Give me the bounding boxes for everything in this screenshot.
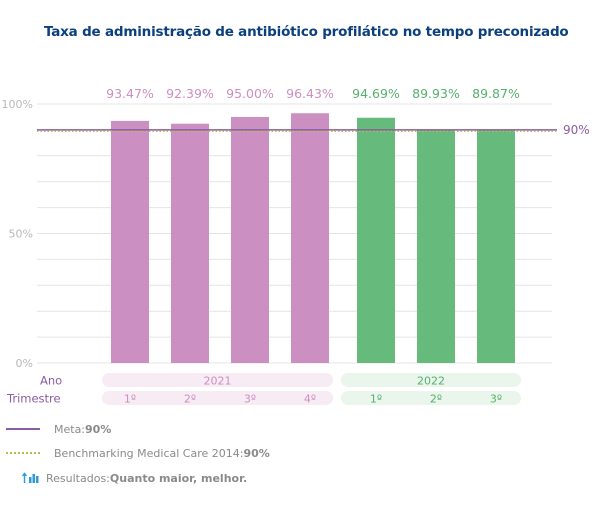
quarter-label: 3º [490,393,502,406]
quarter-band [341,391,521,405]
legend-benchmark: Benchmarking Medical Care 2014: 90% [6,445,270,461]
legend-meta: Meta: 90% [6,421,111,437]
data-label: 95.00% [226,86,274,101]
legend-results-value: Quanto maior, melhor. [109,471,248,485]
quarter-band [102,391,333,405]
legend-benchmark-swatch [6,452,40,454]
year-band [102,373,333,387]
row-label-quarter: Trimestre [6,392,61,406]
quarter-label: 4º [304,393,316,406]
data-label: 96.43% [286,86,334,101]
legend-benchmark-value: 90% [243,446,270,460]
bar-2021-q1 [111,120,149,364]
year-band [341,373,521,387]
legend-meta-value: 90% [85,422,112,436]
data-label: 89.93% [412,86,460,101]
data-label: 89.87% [472,86,520,101]
year-label: 2021 [204,375,232,388]
bar-2022-q2 [417,130,455,363]
bar-2021-q4 [291,113,329,363]
data-label: 94.69% [352,86,400,101]
data-label: 93.47% [106,86,154,101]
legend-results: Resultados: Quanto maior, melhor. [6,470,247,486]
quarter-label: 3º [244,393,256,406]
bar-2022-q3 [477,130,515,363]
bar-chart-up-icon [21,471,40,486]
data-label: 92.39% [166,86,214,101]
legend-results-text: Resultados: [46,471,110,485]
quarter-label: 2º [184,393,196,406]
row-label-year: Ano [40,374,62,388]
legend-meta-text: Meta: [54,422,86,436]
quarter-label: 1º [124,393,136,406]
legend-benchmark-text: Benchmarking Medical Care 2014: [54,446,244,460]
chart-title: Taxa de administração de antibiótico pro… [44,24,569,40]
y-tick-label: 100% [2,98,33,111]
quarter-label: 1º [370,393,382,406]
reference-label: 90% [563,123,590,137]
legend-meta-swatch [6,428,40,430]
y-tick-label: 50% [9,228,33,241]
year-label: 2022 [417,375,445,388]
y-tick-label: 0% [16,357,33,370]
quarter-label: 2º [430,393,442,406]
bar-2021-q2 [171,123,209,363]
bar-2021-q3 [231,116,269,363]
bar-2022-q1 [357,117,395,363]
